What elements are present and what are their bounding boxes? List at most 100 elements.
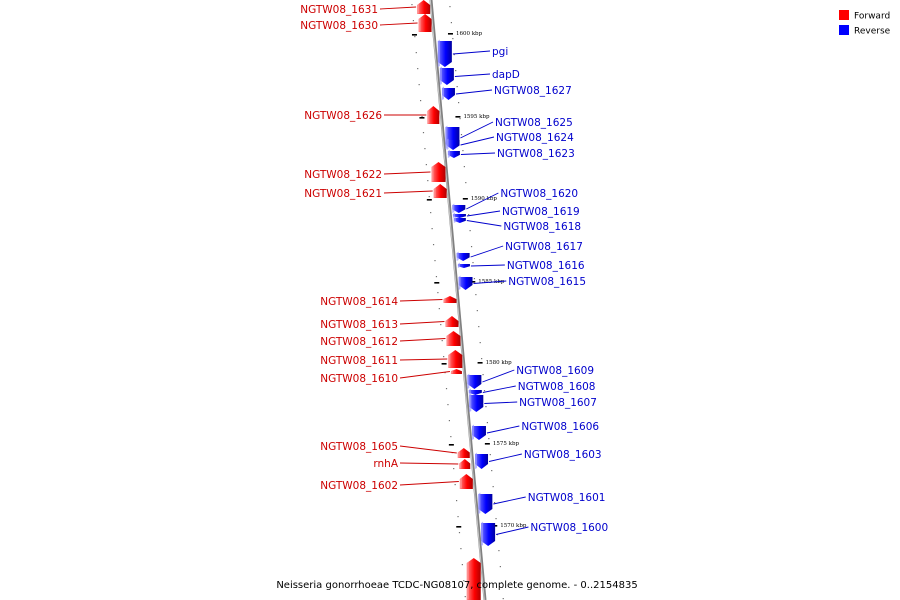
forward-gene-ngtw08_1622[interactable]: NGTW08_1622 xyxy=(304,169,431,181)
gene-label[interactable]: NGTW08_1606 xyxy=(521,421,599,433)
forward-gene-ngtw08_1611[interactable]: NGTW08_1611 xyxy=(320,355,448,367)
leader-line xyxy=(460,121,494,139)
forward-gene-ngtw08_1614[interactable]: NGTW08_1614 xyxy=(320,296,443,308)
reverse-gene-ngtw08_1625[interactable]: NGTW08_1625 xyxy=(460,117,573,139)
gene-label[interactable]: NGTW08_1614 xyxy=(320,296,398,308)
gene-label[interactable]: NGTW08_1610 xyxy=(320,373,398,385)
reverse-gene-glyph xyxy=(452,203,466,213)
leader-line xyxy=(452,50,491,55)
reverse-gene-glyph xyxy=(441,86,455,100)
leader-line xyxy=(493,496,526,505)
gene-label[interactable]: NGTW08_1619 xyxy=(502,206,580,218)
legend-reverse-label: Reverse xyxy=(854,27,891,37)
reverse-gene-glyph xyxy=(452,212,466,218)
reverse-gene-ngtw08_1623[interactable]: NGTW08_1623 xyxy=(460,148,575,160)
forward-gene-ngtw08_1605[interactable]: NGTW08_1605 xyxy=(320,441,457,454)
gene-label[interactable]: NGTW08_1616 xyxy=(507,260,585,272)
gene-label[interactable]: NGTW08_1611 xyxy=(320,355,398,367)
gene-label[interactable]: NGTW08_1612 xyxy=(320,336,398,348)
reverse-gene-ngtw08_1624[interactable]: NGTW08_1624 xyxy=(460,132,575,146)
tick-mark-left xyxy=(426,199,432,201)
reverse-gene-ngtw08_1619[interactable]: NGTW08_1619 xyxy=(466,206,580,218)
gene-label[interactable]: dapD xyxy=(492,69,520,81)
gene-label[interactable]: NGTW08_1613 xyxy=(320,319,398,331)
reverse-gene-dapd[interactable]: dapD xyxy=(454,69,520,81)
tick-label: 1595 kbp xyxy=(463,114,490,120)
minor-dot xyxy=(427,180,429,182)
minor-dot xyxy=(432,244,435,246)
reverse-gene-ngtw08_1609[interactable]: NGTW08_1609 xyxy=(482,365,594,383)
reverse-gene-ngtw08_1603[interactable]: NGTW08_1603 xyxy=(488,449,602,462)
reverse-gene-ngtw08_1615[interactable]: NGTW08_1615 xyxy=(473,276,587,288)
gene-label[interactable]: NGTW08_1630 xyxy=(300,20,378,32)
gene-label[interactable]: NGTW08_1627 xyxy=(494,85,572,97)
minor-dot xyxy=(453,54,455,56)
gene-label[interactable]: NGTW08_1624 xyxy=(496,132,574,144)
minor-dot xyxy=(450,436,452,438)
gene-label[interactable]: NGTW08_1625 xyxy=(495,117,573,129)
minor-dot xyxy=(421,116,423,118)
reverse-gene-ngtw08_1607[interactable]: NGTW08_1607 xyxy=(484,397,597,409)
leader-line xyxy=(470,264,505,267)
forward-gene-ngtw08_1612[interactable]: NGTW08_1612 xyxy=(320,336,446,348)
gene-label[interactable]: NGTW08_1607 xyxy=(519,397,597,409)
minor-dot xyxy=(479,342,481,344)
genes xyxy=(417,0,496,600)
minor-dot xyxy=(431,228,433,230)
reverse-gene-ngtw08_1601[interactable]: NGTW08_1601 xyxy=(493,492,606,505)
tick-mark-left xyxy=(411,34,417,36)
reverse-gene-ngtw08_1617[interactable]: NGTW08_1617 xyxy=(470,241,583,258)
reverse-gene-glyph xyxy=(478,492,493,514)
gene-label[interactable]: NGTW08_1600 xyxy=(530,522,608,534)
leader-line xyxy=(455,89,493,95)
gene-label[interactable]: NGTW08_1623 xyxy=(497,148,575,160)
minor-dot xyxy=(475,294,477,296)
forward-gene-ngtw08_1610[interactable]: NGTW08_1610 xyxy=(320,371,450,386)
reverse-gene-glyph xyxy=(469,393,484,412)
leader-line xyxy=(454,73,491,77)
legend-forward-label: Forward xyxy=(854,12,890,22)
forward-gene-ngtw08_1630[interactable]: NGTW08_1630 xyxy=(300,20,418,32)
reverse-gene-ngtw08_1616[interactable]: NGTW08_1616 xyxy=(470,260,585,272)
tick-label: 1575 kbp xyxy=(493,441,520,447)
gene-label[interactable]: NGTW08_1615 xyxy=(508,276,586,288)
gene-label[interactable]: NGTW08_1603 xyxy=(524,449,602,461)
forward-gene-ngtw08_1631[interactable]: NGTW08_1631 xyxy=(300,4,417,16)
gene-label[interactable]: NGTW08_1601 xyxy=(528,492,606,504)
forward-gene-glyph xyxy=(445,316,459,327)
gene-label[interactable]: NGTW08_1626 xyxy=(304,110,382,122)
gene-label[interactable]: pgi xyxy=(492,46,508,58)
gene-label[interactable]: NGTW08_1618 xyxy=(503,221,581,233)
reverse-gene-ngtw08_1600[interactable]: NGTW08_1600 xyxy=(496,522,608,535)
forward-gene-ngtw08_1626[interactable]: NGTW08_1626 xyxy=(304,110,427,122)
gene-label[interactable]: NGTW08_1608 xyxy=(518,381,596,393)
minor-dot xyxy=(483,390,486,392)
gene-label[interactable]: NGTW08_1602 xyxy=(320,480,398,492)
minor-dot xyxy=(417,68,419,70)
gene-label[interactable]: rnhA xyxy=(373,458,398,470)
reverse-gene-ngtw08_1627[interactable]: NGTW08_1627 xyxy=(455,85,572,97)
gene-label[interactable]: NGTW08_1605 xyxy=(320,441,398,453)
minor-dot xyxy=(501,582,503,584)
minor-dot xyxy=(424,148,426,150)
gene-label[interactable]: NGTW08_1620 xyxy=(500,188,578,200)
reverse-gene-ngtw08_1606[interactable]: NGTW08_1606 xyxy=(486,421,599,434)
reverse-gene-ngtw08_1608[interactable]: NGTW08_1608 xyxy=(482,381,596,393)
forward-gene-ngtw08_1621[interactable]: NGTW08_1621 xyxy=(304,188,433,200)
minor-dot xyxy=(478,326,480,328)
minor-dot xyxy=(456,86,458,88)
gene-label[interactable]: NGTW08_1631 xyxy=(300,4,378,16)
reverse-gene-ngtw08_1618[interactable]: NGTW08_1618 xyxy=(466,220,581,234)
gene-label[interactable]: NGTW08_1609 xyxy=(516,365,594,377)
reverse-gene-pgi[interactable]: pgi xyxy=(452,46,508,58)
genome-caption: Neisseria gonorrhoeae TCDC-NG08107, comp… xyxy=(276,580,637,591)
forward-gene-rnha[interactable]: rnhA xyxy=(373,458,459,470)
forward-gene-glyph xyxy=(446,331,461,346)
leader-line xyxy=(488,453,522,462)
forward-gene-ngtw08_1613[interactable]: NGTW08_1613 xyxy=(320,319,445,331)
reverse-gene-ngtw08_1620[interactable]: NGTW08_1620 xyxy=(466,188,578,210)
gene-label[interactable]: NGTW08_1617 xyxy=(505,241,583,253)
forward-gene-ngtw08_1602[interactable]: NGTW08_1602 xyxy=(320,480,459,492)
gene-label[interactable]: NGTW08_1621 xyxy=(304,188,382,200)
gene-label[interactable]: NGTW08_1622 xyxy=(304,169,382,181)
